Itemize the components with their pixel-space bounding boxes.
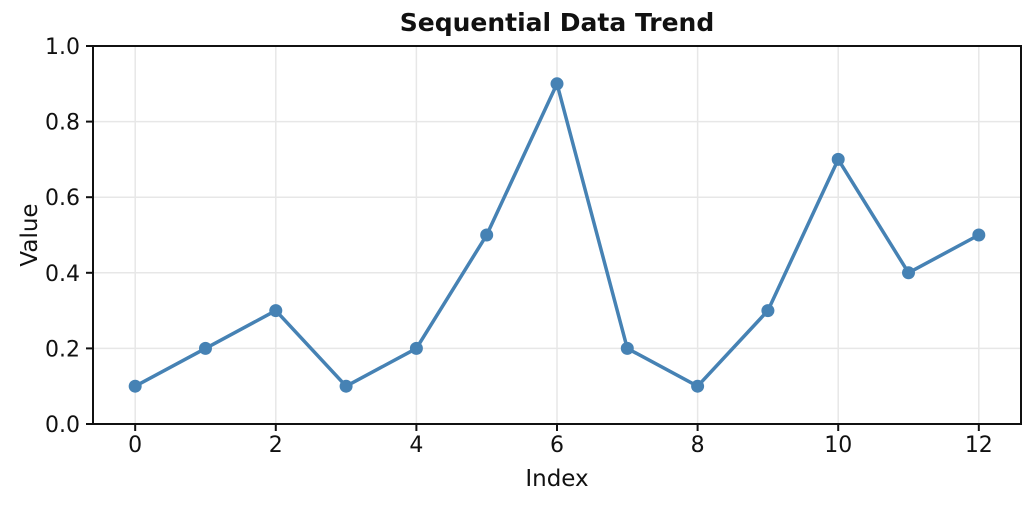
y-tick-label: 0.0	[45, 413, 80, 438]
data-point	[691, 379, 705, 393]
x-tick-label: 10	[824, 433, 852, 458]
x-tick-label: 8	[691, 433, 705, 458]
data-point	[409, 341, 423, 355]
x-tick-label: 6	[550, 433, 564, 458]
x-tick-label: 0	[128, 433, 142, 458]
data-point	[550, 77, 564, 91]
x-axis-label: Index	[525, 466, 589, 492]
data-point	[128, 379, 142, 393]
data-point	[972, 228, 986, 242]
y-tick-label: 0.8	[45, 111, 80, 136]
data-point	[761, 304, 775, 318]
chart-title: Sequential Data Trend	[399, 8, 715, 37]
data-point	[902, 266, 916, 280]
y-axis-label: Value	[17, 203, 43, 267]
data-point	[620, 341, 634, 355]
data-point	[480, 228, 494, 242]
axis-ticks	[86, 45, 980, 431]
data-point	[269, 304, 283, 318]
y-tick-label: 0.2	[45, 337, 80, 362]
data-point	[198, 341, 212, 355]
series-markers	[128, 77, 986, 393]
y-tick-label: 1.0	[45, 35, 80, 60]
y-tick-label: 0.6	[45, 186, 80, 211]
data-point	[831, 152, 845, 166]
x-tick-label: 2	[269, 433, 283, 458]
data-point	[339, 379, 353, 393]
x-tick-label: 12	[965, 433, 993, 458]
x-tick-label: 4	[409, 433, 423, 458]
tick-labels: 0 2 4 6 8 10 12 0.0 0.2 0.4 0.6 0.8 1.0	[45, 35, 993, 458]
y-tick-label: 0.4	[45, 262, 80, 287]
grid-lines	[93, 45, 1021, 425]
